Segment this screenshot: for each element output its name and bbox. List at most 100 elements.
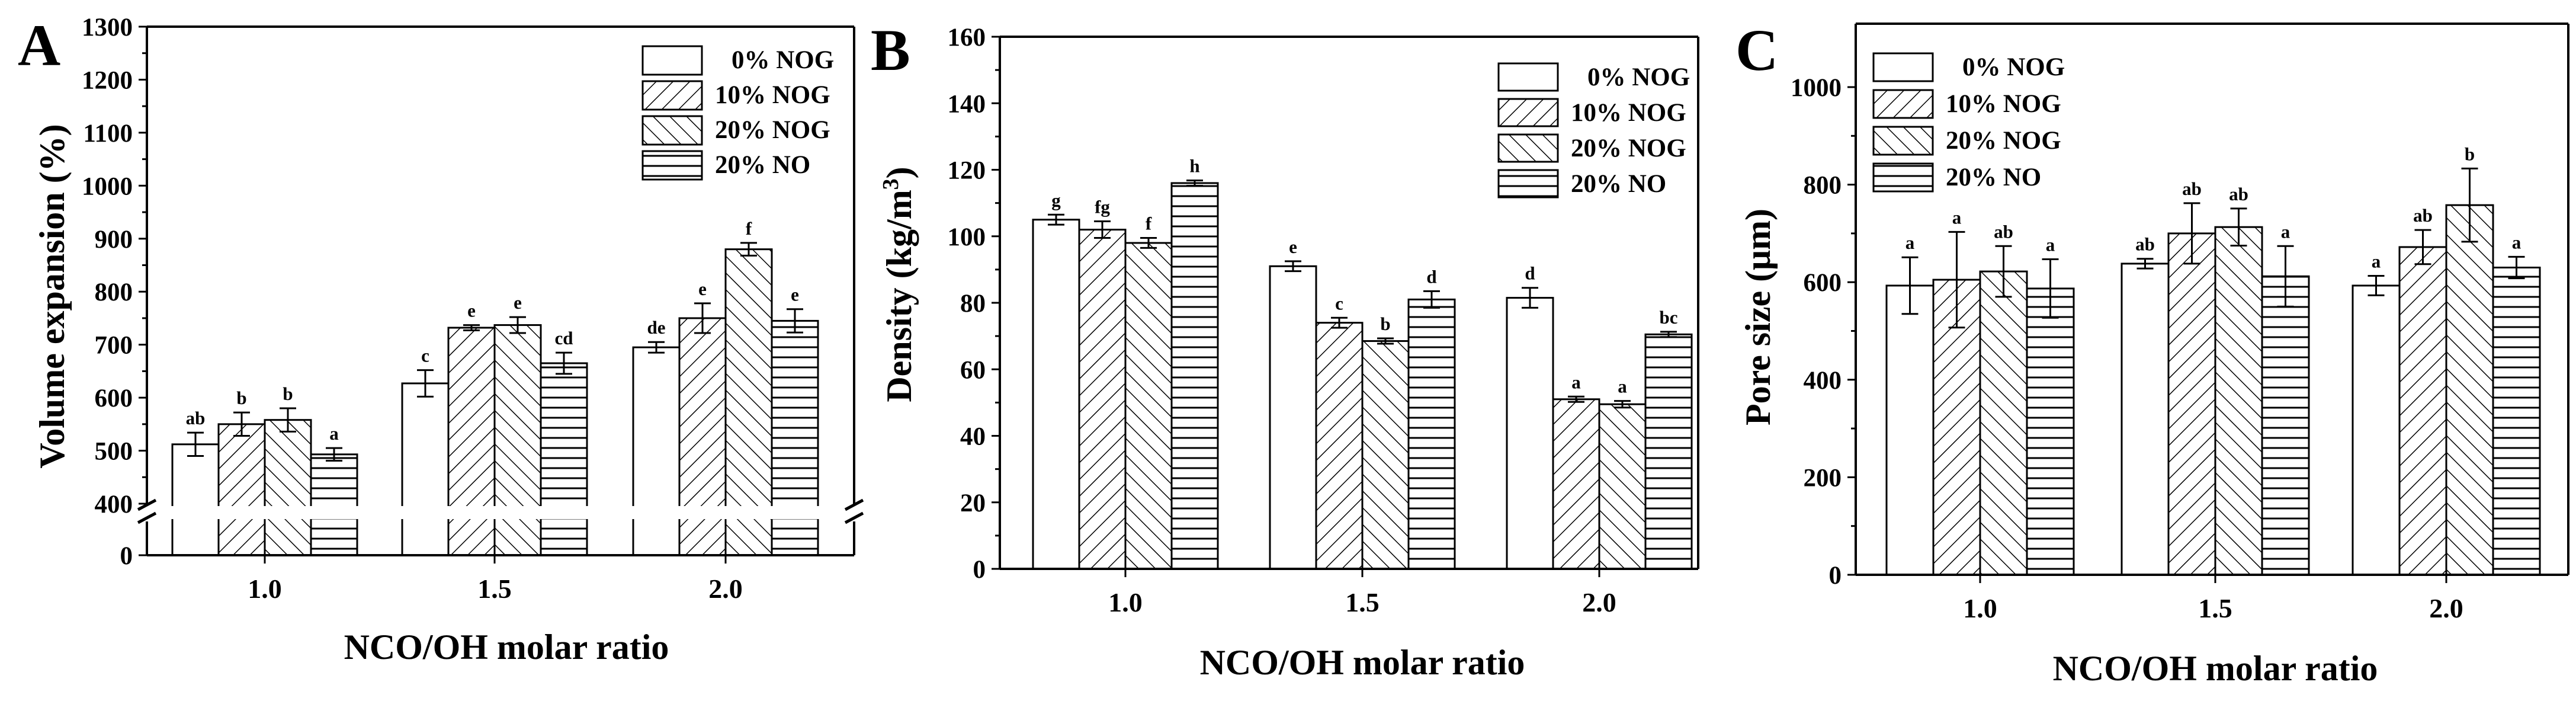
bar [540,362,588,556]
panel-b-density: B Density (kg/m3) NCO/OH molar ratio g e d… [871,17,1699,682]
legend-label: 10% NOG [715,81,830,109]
legend-swatch [1497,133,1559,163]
significance-label: a [2046,235,2055,255]
bar [2214,226,2263,576]
bar [2445,204,2494,576]
legend-label: 20% NOG [1571,135,1686,162]
legend-label: 0% NOG [1587,63,1690,91]
x-tick-label: 2.0 [2429,593,2463,623]
legend-label: 20% NO [1946,164,2041,191]
significance-label: e [698,279,707,299]
y-tick-label: 0 [973,556,986,584]
bar [217,423,266,556]
panel-b-y-axis-title-superscript: 3 [878,178,903,190]
axis-break-mark [137,511,157,524]
significance-label: bc [1660,307,1678,328]
significance-label: ab [1994,221,2013,242]
x-tick-label: 1.5 [477,574,512,604]
panel-a-letter: A [18,12,60,78]
panel-b-y-axis-title: Density (kg/m3) [878,167,919,402]
bar [171,443,220,556]
y-tick-label: 600 [1804,269,1842,297]
legend-swatch [1872,162,1934,193]
bar [771,319,819,556]
significance-label: ab [2135,234,2155,255]
y-tick-label: 0 [120,542,133,570]
significance-label: e [1289,236,1297,257]
bar [1032,219,1080,570]
panel-b-letter: B [871,17,910,83]
y-tick-label: 1300 [82,14,133,41]
y-tick-label: 400 [95,491,133,518]
significance-label: b [1380,313,1390,334]
legend-swatch [1497,62,1559,92]
bar [2398,246,2447,576]
y-tick-label: 1000 [1791,74,1842,102]
legend-label: 20% NOG [1946,127,2061,155]
significance-label: a [1905,232,1915,253]
significance-label: cd [555,328,573,348]
bar [493,324,542,556]
y-tick-label: 600 [95,385,133,412]
bar [1170,182,1219,570]
significance-label: ab [2229,184,2248,204]
axis-break-mark [844,511,864,524]
legend-swatch [641,80,703,111]
significance-label: g [1051,190,1061,210]
significance-label: a [1952,207,1962,228]
legend-swatch [641,115,703,146]
significance-label: e [514,292,522,313]
significance-label: a [2512,232,2522,252]
significance-label: h [1189,155,1199,176]
significance-label: ab [2182,178,2202,199]
axis-break-mark [137,498,157,511]
significance-label: c [1335,293,1343,313]
y-tick-label: 900 [95,226,133,254]
panel-a-x-axis-title: NCO/OH molar ratio [344,628,669,667]
significance-label: ab [2413,205,2433,226]
y-tick-label: 160 [948,24,986,52]
legend-label: 10% NOG [1946,90,2061,118]
bar [310,453,358,556]
bar [2121,263,2170,576]
significance-label: f [746,218,752,239]
y-tick-label: 800 [95,279,133,306]
y-tick-label: 40 [960,423,986,451]
significance-label: f [1146,213,1152,234]
legend-swatch [1872,52,1934,82]
legend-label: 0% NOG [732,46,834,74]
x-tick-label: 1.0 [248,574,282,604]
panel-b-y-axis-title-end: ) [880,167,919,178]
y-tick-label: 700 [95,332,133,360]
bar [401,382,450,556]
legend-label: 0% NOG [1962,53,2065,81]
bar [1361,340,1410,570]
significance-label: ab [186,408,206,428]
y-tick-label: 1100 [83,120,133,148]
significance-label: fg [1095,196,1110,217]
y-tick-label: 1200 [82,66,133,94]
bar [2492,267,2541,576]
y-tick-label: 80 [960,290,986,318]
bar [1315,322,1364,570]
panel-c-y-axis-title: Pore size (μm) [1738,209,1778,425]
significance-label: d [1525,263,1535,284]
significance-label: e [467,300,476,321]
y-tick-label: 140 [948,90,986,118]
legend-swatch [1872,126,1934,156]
panel-b-y-axis-title-text: Density (kg/m [880,190,919,402]
panel-c-letter: C [1735,17,1778,83]
bar [2261,275,2310,576]
x-tick-label: 2.0 [708,574,743,604]
panel-a-y-axis-title: Volume expansion (%) [33,124,72,468]
legend-swatch [641,150,703,181]
x-tick-label: 1.0 [1963,593,1997,623]
bar [1552,398,1600,570]
bar [2352,284,2401,576]
y-tick-label: 800 [1804,172,1842,200]
bar [264,419,312,556]
y-tick-label: 120 [948,157,986,185]
significance-label: a [2281,221,2291,242]
y-tick-label: 500 [95,438,133,466]
bar [1885,284,1935,576]
